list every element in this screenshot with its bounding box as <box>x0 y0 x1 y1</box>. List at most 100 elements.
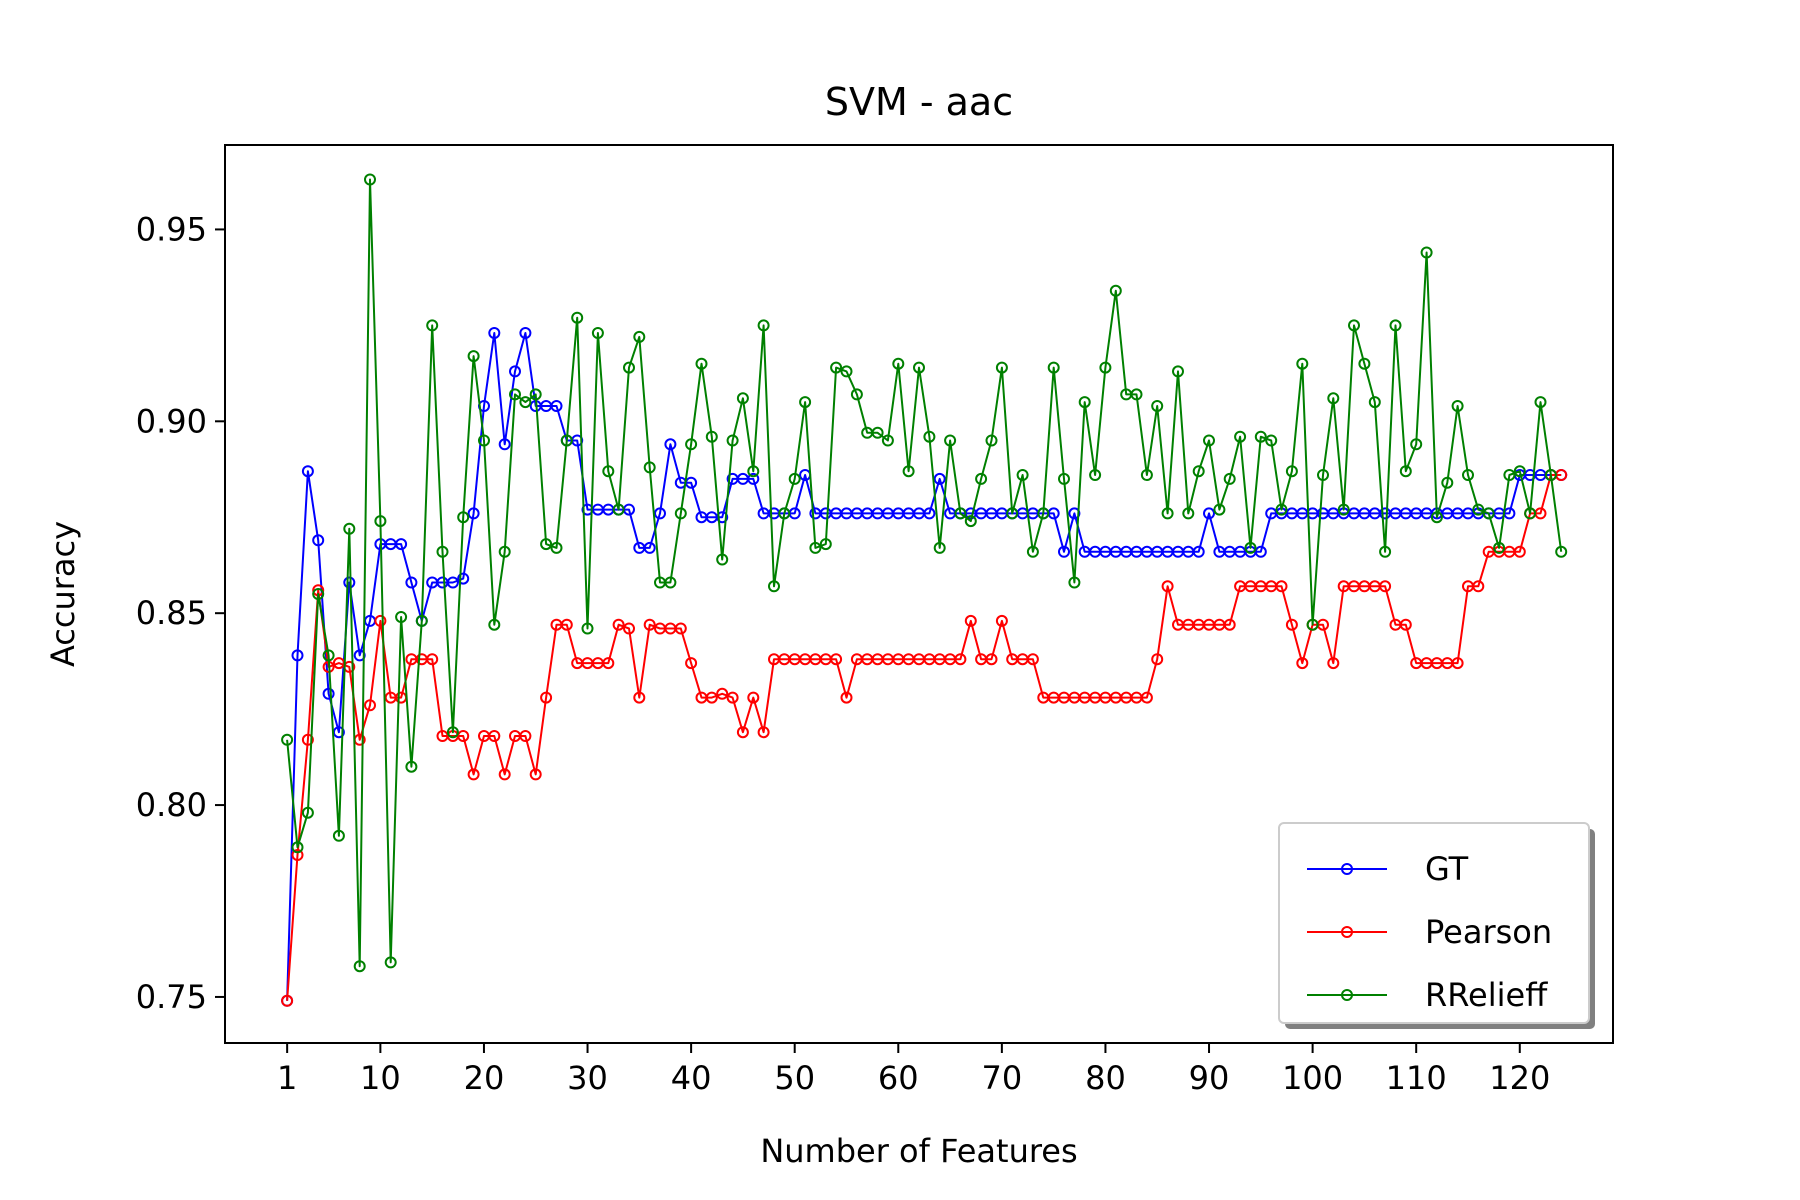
data-point-rrelieff <box>498 545 511 558</box>
data-point-gt <box>343 576 356 589</box>
data-point-pearson <box>529 768 542 781</box>
x-tick-label: 1 <box>277 1059 297 1097</box>
data-point-rrelieff <box>954 507 967 520</box>
data-point-rrelieff <box>1140 469 1153 481</box>
data-point-rrelieff <box>923 430 936 443</box>
data-point-rrelieff <box>892 357 905 370</box>
data-point-rrelieff <box>426 319 439 332</box>
data-point-pearson <box>1296 657 1309 670</box>
data-point-rrelieff <box>705 430 718 443</box>
data-point-rrelieff <box>643 461 656 474</box>
data-point-rrelieff <box>1555 545 1568 558</box>
data-point-rrelieff <box>1482 507 1495 520</box>
data-point-rrelieff <box>1296 357 1309 370</box>
data-point-gt <box>1192 545 1205 558</box>
legend-label: Pearson <box>1425 913 1552 951</box>
legend-label: RRelieff <box>1425 976 1548 1014</box>
data-point-gt <box>1068 507 1081 520</box>
x-tick-label: 100 <box>1282 1059 1343 1097</box>
data-point-rrelieff <box>1099 361 1112 374</box>
data-point-rrelieff <box>736 392 749 405</box>
data-point-rrelieff <box>353 960 366 973</box>
data-point-rrelieff <box>1493 541 1506 554</box>
data-point-pearson <box>467 768 480 781</box>
data-point-rrelieff <box>1451 400 1464 412</box>
data-point-rrelieff <box>488 618 501 631</box>
data-point-rrelieff <box>964 515 977 528</box>
data-point-pearson <box>964 614 977 627</box>
data-point-rrelieff <box>768 580 780 593</box>
data-point-rrelieff <box>364 173 376 186</box>
data-point-gt <box>519 327 532 339</box>
legend-entry-gt: GT <box>1307 850 1469 888</box>
data-point-gt <box>395 538 408 551</box>
data-point-rrelieff <box>1078 396 1091 409</box>
data-point-rrelieff <box>944 434 957 447</box>
data-point-pearson <box>1140 691 1153 704</box>
data-point-pearson <box>1151 653 1164 666</box>
data-point-rrelieff <box>1265 434 1278 447</box>
data-point-pearson <box>1026 653 1039 666</box>
data-point-rrelieff <box>1234 430 1247 443</box>
data-point-pearson <box>560 618 573 631</box>
x-tick-label: 80 <box>1085 1059 1126 1097</box>
data-point-rrelieff <box>633 330 646 343</box>
x-tick-label: 90 <box>1189 1059 1230 1097</box>
data-point-rrelieff <box>1337 503 1350 516</box>
data-point-pearson <box>995 614 1008 627</box>
data-point-rrelieff <box>995 361 1008 374</box>
data-point-rrelieff <box>1327 392 1340 405</box>
x-axis-ticks: 1 10 20 30 40 50 60 70 80 90 100 110 120 <box>277 1043 1550 1097</box>
data-point-rrelieff <box>1503 469 1516 481</box>
data-point-rrelieff <box>809 541 822 554</box>
data-point-pearson <box>426 653 439 666</box>
data-point-gt <box>1254 545 1267 558</box>
data-point-pearson <box>1327 657 1340 670</box>
data-point-rrelieff <box>343 522 356 535</box>
legend-marker <box>1341 989 1353 1001</box>
data-point-rrelieff <box>840 365 853 378</box>
data-point-pearson <box>281 994 294 1007</box>
data-point-rrelieff <box>1223 472 1236 485</box>
legend-entry-pearson: Pearson <box>1307 913 1552 951</box>
series-layer <box>281 173 1568 1007</box>
data-point-rrelieff <box>674 507 687 520</box>
data-point-rrelieff <box>1389 319 1402 332</box>
y-tick-label: 0.80 <box>136 786 207 824</box>
data-point-rrelieff <box>716 553 729 566</box>
data-point-gt <box>550 400 563 412</box>
data-point-rrelieff <box>457 511 470 524</box>
data-point-pearson <box>1223 618 1236 631</box>
data-point-rrelieff <box>1317 469 1329 481</box>
series-line-rrelieff <box>286 178 1563 968</box>
data-point-rrelieff <box>623 361 635 374</box>
x-tick-label: 20 <box>464 1059 505 1097</box>
x-axis-label: Number of Features <box>760 1132 1077 1170</box>
data-point-rrelieff <box>747 465 760 478</box>
data-point-rrelieff <box>581 622 594 635</box>
series-pearson <box>281 469 1568 1007</box>
data-point-rrelieff <box>664 576 677 589</box>
x-tick-label: 110 <box>1386 1059 1447 1097</box>
data-point-rrelieff <box>778 507 791 520</box>
plot-frame <box>224 144 1614 1044</box>
x-tick-label: 70 <box>982 1059 1023 1097</box>
y-tick-label: 0.95 <box>136 210 207 248</box>
data-point-gt <box>1058 545 1070 558</box>
data-point-gt <box>446 576 459 589</box>
data-point-rrelieff <box>1430 511 1443 524</box>
data-point-rrelieff <box>1368 396 1381 409</box>
data-point-rrelieff <box>395 611 408 623</box>
data-point-rrelieff <box>602 465 615 478</box>
data-point-rrelieff <box>591 327 604 339</box>
data-point-rrelieff <box>1306 618 1319 631</box>
data-point-gt <box>498 438 511 451</box>
data-point-pearson <box>736 726 749 739</box>
data-point-pearson <box>757 726 770 739</box>
data-point-pearson <box>840 691 853 704</box>
chart-title: SVM - aac <box>825 80 1013 124</box>
data-point-rrelieff <box>685 438 698 451</box>
data-point-pearson <box>488 730 501 742</box>
data-point-rrelieff <box>1441 476 1454 489</box>
